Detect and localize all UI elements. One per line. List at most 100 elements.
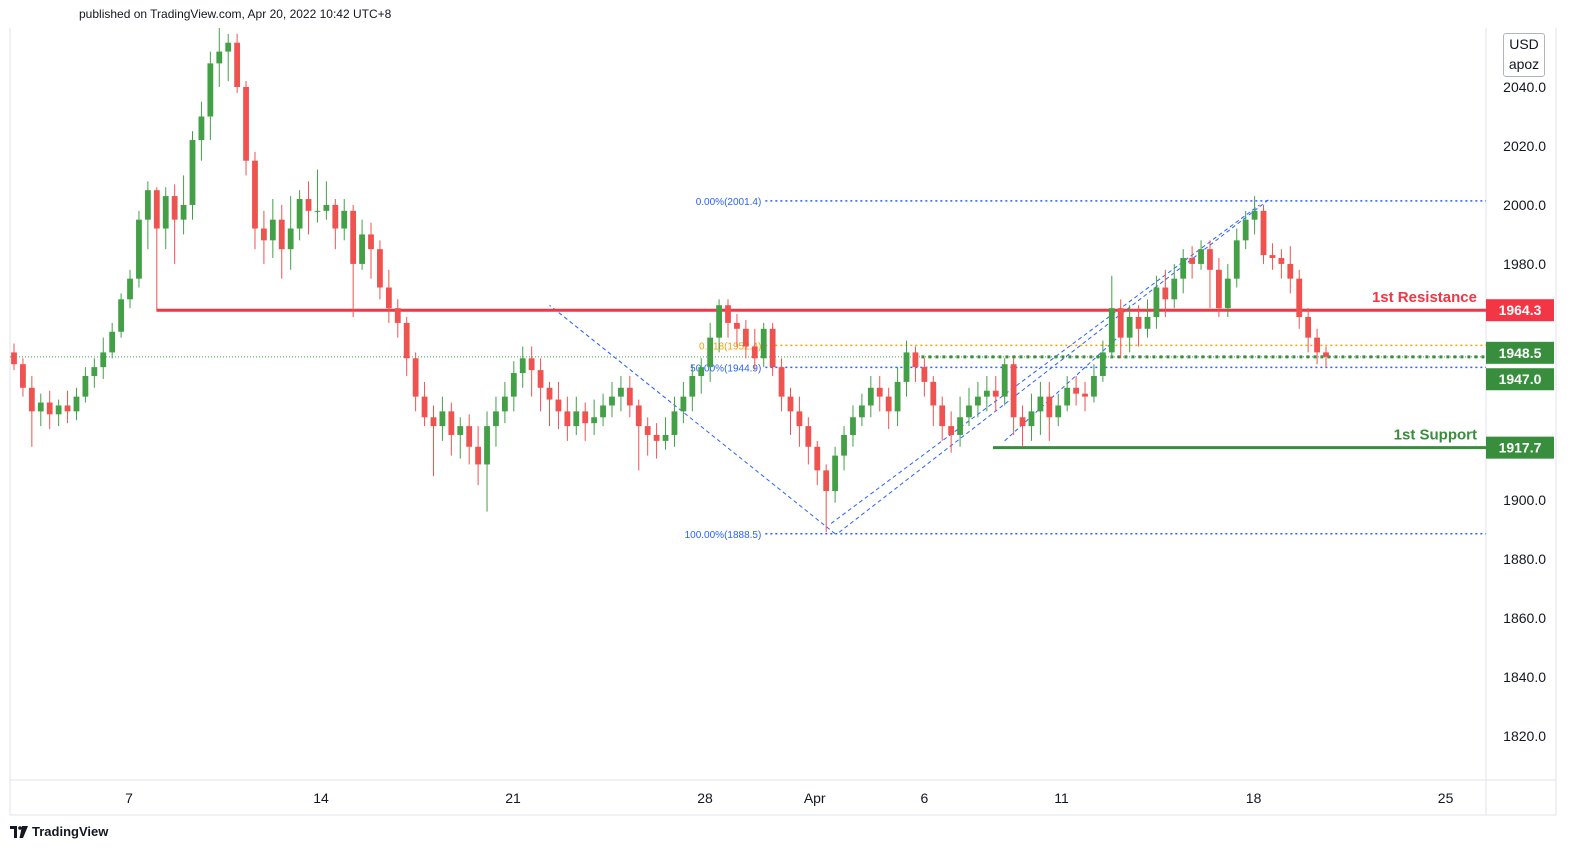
candle[interactable] bbox=[609, 381, 615, 418]
candle[interactable] bbox=[1108, 275, 1115, 359]
candle[interactable] bbox=[1180, 249, 1187, 294]
price-label-support[interactable]: 1917.7 bbox=[1486, 436, 1554, 459]
candle[interactable] bbox=[261, 210, 267, 264]
candle[interactable] bbox=[1162, 269, 1169, 318]
candle[interactable] bbox=[867, 375, 874, 418]
candle[interactable] bbox=[394, 299, 401, 338]
candle[interactable] bbox=[296, 190, 303, 241]
price-label-support[interactable]: 1948.5 bbox=[1486, 341, 1554, 364]
candle[interactable] bbox=[341, 199, 348, 241]
candle[interactable] bbox=[1314, 328, 1320, 365]
candle[interactable] bbox=[421, 381, 428, 427]
candle[interactable] bbox=[546, 381, 553, 427]
candle[interactable] bbox=[144, 181, 151, 250]
candle[interactable] bbox=[1073, 375, 1079, 406]
candle[interactable] bbox=[153, 187, 160, 312]
candle[interactable] bbox=[1144, 299, 1151, 338]
candle[interactable] bbox=[618, 375, 624, 412]
candle[interactable] bbox=[207, 51, 214, 141]
candle[interactable] bbox=[805, 417, 812, 465]
candle[interactable] bbox=[582, 402, 589, 441]
candle[interactable] bbox=[189, 131, 196, 220]
candle[interactable] bbox=[82, 367, 89, 403]
candle[interactable] bbox=[1082, 381, 1088, 412]
candle[interactable] bbox=[921, 358, 928, 397]
candle[interactable] bbox=[252, 151, 258, 250]
candle[interactable] bbox=[198, 101, 205, 161]
candle[interactable] bbox=[992, 375, 999, 412]
candle[interactable] bbox=[564, 396, 571, 441]
candle[interactable] bbox=[1278, 249, 1285, 279]
candle[interactable] bbox=[55, 399, 62, 427]
candle[interactable] bbox=[1001, 358, 1008, 406]
candle[interactable] bbox=[1135, 305, 1142, 347]
candle[interactable] bbox=[162, 187, 169, 250]
candle[interactable] bbox=[975, 381, 981, 418]
candle[interactable] bbox=[1019, 405, 1026, 447]
candle[interactable] bbox=[91, 358, 98, 388]
candle[interactable] bbox=[903, 340, 910, 397]
candle[interactable] bbox=[64, 390, 71, 424]
candle[interactable] bbox=[1099, 340, 1106, 382]
candle[interactable] bbox=[1296, 269, 1303, 329]
candle[interactable] bbox=[180, 175, 187, 235]
candle[interactable] bbox=[635, 399, 642, 471]
candle[interactable] bbox=[662, 417, 669, 450]
candle[interactable] bbox=[359, 219, 365, 270]
candle[interactable] bbox=[885, 387, 892, 430]
candle[interactable] bbox=[448, 402, 455, 456]
candle[interactable] bbox=[644, 417, 651, 456]
candle[interactable] bbox=[493, 396, 499, 447]
candle[interactable] bbox=[1215, 258, 1222, 318]
candle[interactable] bbox=[751, 328, 758, 371]
candle[interactable] bbox=[1126, 305, 1133, 353]
currency-unit-button[interactable]: USD apoz bbox=[1503, 33, 1545, 77]
candle[interactable] bbox=[1198, 240, 1204, 270]
candle[interactable] bbox=[671, 396, 678, 447]
candle[interactable] bbox=[109, 322, 116, 359]
candle[interactable] bbox=[983, 375, 990, 412]
candle[interactable] bbox=[591, 399, 598, 435]
candle[interactable] bbox=[171, 184, 178, 264]
candle[interactable] bbox=[930, 375, 937, 427]
candle[interactable] bbox=[528, 346, 535, 397]
candle[interactable] bbox=[1269, 243, 1276, 270]
candle[interactable] bbox=[519, 346, 526, 388]
candle[interactable] bbox=[939, 396, 946, 441]
candle[interactable] bbox=[46, 390, 53, 430]
candle[interactable] bbox=[412, 352, 419, 412]
candle[interactable] bbox=[707, 322, 714, 382]
candle[interactable] bbox=[1189, 246, 1196, 279]
candle[interactable] bbox=[912, 346, 919, 382]
candle[interactable] bbox=[216, 28, 223, 87]
candle[interactable] bbox=[484, 411, 490, 512]
candle[interactable] bbox=[1028, 393, 1035, 441]
candle[interactable] bbox=[787, 387, 794, 435]
candle[interactable] bbox=[734, 314, 740, 347]
candle[interactable] bbox=[127, 269, 133, 309]
candle[interactable] bbox=[118, 293, 125, 338]
candle[interactable] bbox=[778, 358, 785, 412]
candle[interactable] bbox=[1055, 393, 1062, 427]
candle[interactable] bbox=[1305, 308, 1312, 353]
candle[interactable] bbox=[725, 299, 731, 338]
candle[interactable] bbox=[573, 396, 580, 435]
candle[interactable] bbox=[894, 367, 901, 427]
candle[interactable] bbox=[823, 464, 830, 533]
candle[interactable] bbox=[1233, 228, 1240, 288]
candle[interactable] bbox=[368, 222, 374, 279]
tradingview-footer[interactable]: TradingView bbox=[10, 824, 108, 839]
candle[interactable] bbox=[37, 393, 44, 427]
candle[interactable] bbox=[466, 414, 473, 465]
candle[interactable] bbox=[350, 204, 357, 318]
candle[interactable] bbox=[957, 396, 963, 447]
candle[interactable] bbox=[305, 181, 312, 235]
candle[interactable] bbox=[332, 199, 339, 250]
candle[interactable] bbox=[403, 317, 410, 376]
candle[interactable] bbox=[314, 169, 321, 223]
candle[interactable] bbox=[269, 199, 276, 259]
candle[interactable] bbox=[457, 417, 464, 459]
candle[interactable] bbox=[600, 393, 606, 427]
candle[interactable] bbox=[11, 343, 17, 371]
